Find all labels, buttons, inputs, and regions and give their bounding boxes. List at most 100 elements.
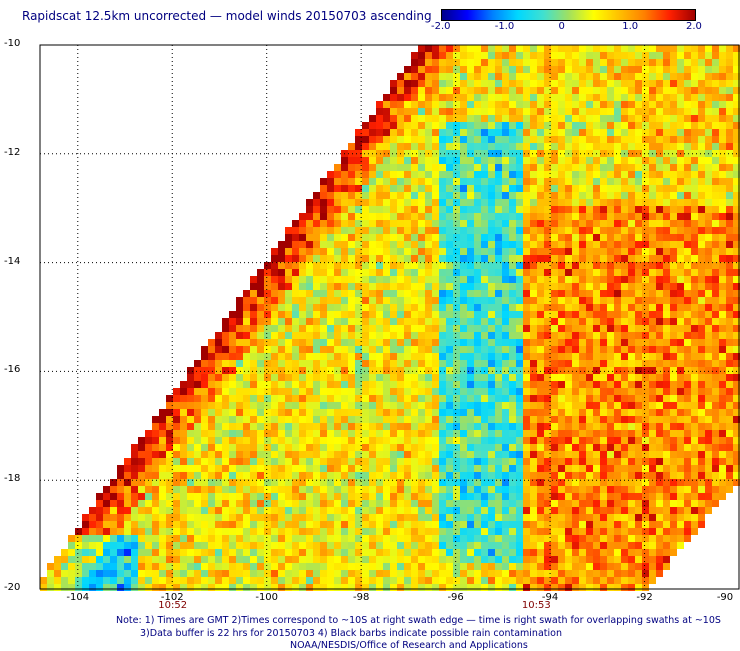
wind-cell (467, 374, 474, 381)
wind-cell (712, 423, 719, 430)
wind-cell (586, 304, 593, 311)
wind-cell (453, 521, 460, 528)
wind-cell (264, 500, 271, 507)
wind-cell (355, 395, 362, 402)
wind-cell (166, 479, 173, 486)
wind-cell (621, 332, 628, 339)
wind-cell (726, 80, 733, 87)
wind-cell (383, 241, 390, 248)
wind-cell (677, 129, 684, 136)
wind-cell (712, 318, 719, 325)
wind-cell (726, 45, 733, 52)
wind-cell (404, 437, 411, 444)
wind-cell (593, 500, 600, 507)
wind-cell (488, 101, 495, 108)
wind-cell (460, 199, 467, 206)
wind-cell (397, 409, 404, 416)
wind-cell (600, 185, 607, 192)
wind-cell (621, 437, 628, 444)
wind-cell (677, 521, 684, 528)
wind-cell (453, 486, 460, 493)
wind-cell (299, 437, 306, 444)
wind-cell (495, 416, 502, 423)
wind-cell (376, 178, 383, 185)
wind-cell (460, 171, 467, 178)
wind-cell (614, 66, 621, 73)
wind-cell (565, 472, 572, 479)
wind-cell (579, 360, 586, 367)
wind-cell (383, 136, 390, 143)
wind-cell (313, 528, 320, 535)
wind-cell (397, 318, 404, 325)
wind-cell (656, 192, 663, 199)
wind-cell (607, 311, 614, 318)
wind-cell (670, 458, 677, 465)
wind-cell (614, 283, 621, 290)
wind-cell (621, 395, 628, 402)
wind-cell (607, 374, 614, 381)
wind-cell (495, 269, 502, 276)
wind-cell (278, 276, 285, 283)
wind-cell (313, 241, 320, 248)
wind-cell (635, 66, 642, 73)
wind-cell (670, 213, 677, 220)
wind-cell (523, 276, 530, 283)
wind-cell (313, 346, 320, 353)
wind-cell (467, 486, 474, 493)
wind-cell (250, 465, 257, 472)
wind-cell (334, 472, 341, 479)
wind-cell (537, 395, 544, 402)
wind-cell (544, 143, 551, 150)
wind-cell (516, 535, 523, 542)
wind-cell (544, 409, 551, 416)
wind-cell (229, 500, 236, 507)
wind-cell (649, 486, 656, 493)
wind-cell (397, 192, 404, 199)
wind-cell (306, 535, 313, 542)
wind-cell (656, 220, 663, 227)
wind-cell (516, 521, 523, 528)
wind-cell (572, 171, 579, 178)
wind-cell (376, 437, 383, 444)
wind-cell (271, 472, 278, 479)
wind-cell (229, 423, 236, 430)
wind-cell (341, 304, 348, 311)
wind-cell (320, 514, 327, 521)
wind-cell (411, 241, 418, 248)
wind-cell (355, 367, 362, 374)
wind-cell (460, 157, 467, 164)
wind-cell (334, 402, 341, 409)
wind-cell (684, 234, 691, 241)
wind-cell (551, 66, 558, 73)
wind-cell (278, 493, 285, 500)
wind-cell (509, 157, 516, 164)
wind-cell (509, 458, 516, 465)
wind-cell (390, 430, 397, 437)
wind-cell (201, 458, 208, 465)
wind-cell (334, 185, 341, 192)
wind-cell (614, 185, 621, 192)
wind-cell (481, 304, 488, 311)
wind-cell (397, 486, 404, 493)
wind-cell (488, 374, 495, 381)
wind-cell (677, 255, 684, 262)
wind-cell (348, 458, 355, 465)
wind-cell (362, 409, 369, 416)
wind-cell (418, 353, 425, 360)
wind-cell (495, 472, 502, 479)
wind-cell (614, 367, 621, 374)
wind-cell (411, 458, 418, 465)
wind-cell (285, 500, 292, 507)
wind-cell (334, 465, 341, 472)
wind-cell (600, 206, 607, 213)
wind-cell (432, 430, 439, 437)
wind-cell (369, 325, 376, 332)
wind-cell (677, 416, 684, 423)
wind-cell (530, 416, 537, 423)
wind-cell (348, 444, 355, 451)
wind-cell (390, 122, 397, 129)
wind-cell (453, 80, 460, 87)
wind-cell (222, 458, 229, 465)
wind-cell (544, 311, 551, 318)
wind-cell (194, 430, 201, 437)
